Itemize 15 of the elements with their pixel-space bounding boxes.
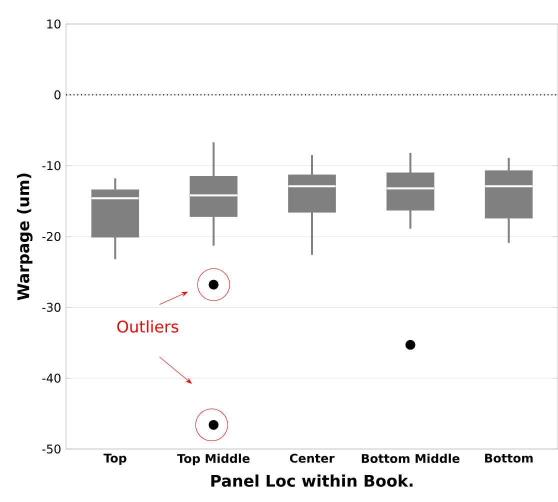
y-tick-label: -10 [42,161,60,170]
x-axis-title: Panel Loc within Book. [211,474,413,487]
y-tick-label: -50 [42,444,60,454]
x-tick-label: Top Middle [177,454,250,466]
x-tick-label: Bottom [485,454,533,463]
y-tick-label: -20 [42,232,60,242]
y-tick-label: 0 [54,90,60,100]
y-tick-label: 10 [47,19,60,29]
y-tick-label: -30 [42,302,60,312]
y-axis-title: Warpage (um) [16,174,33,300]
annotation: Outliers [117,320,178,333]
y-tick-label: -40 [42,374,60,383]
x-tick-label: Top [104,454,126,465]
x-tick-label: Bottom Middle [362,454,460,463]
x-tick-label: Center [290,454,335,463]
